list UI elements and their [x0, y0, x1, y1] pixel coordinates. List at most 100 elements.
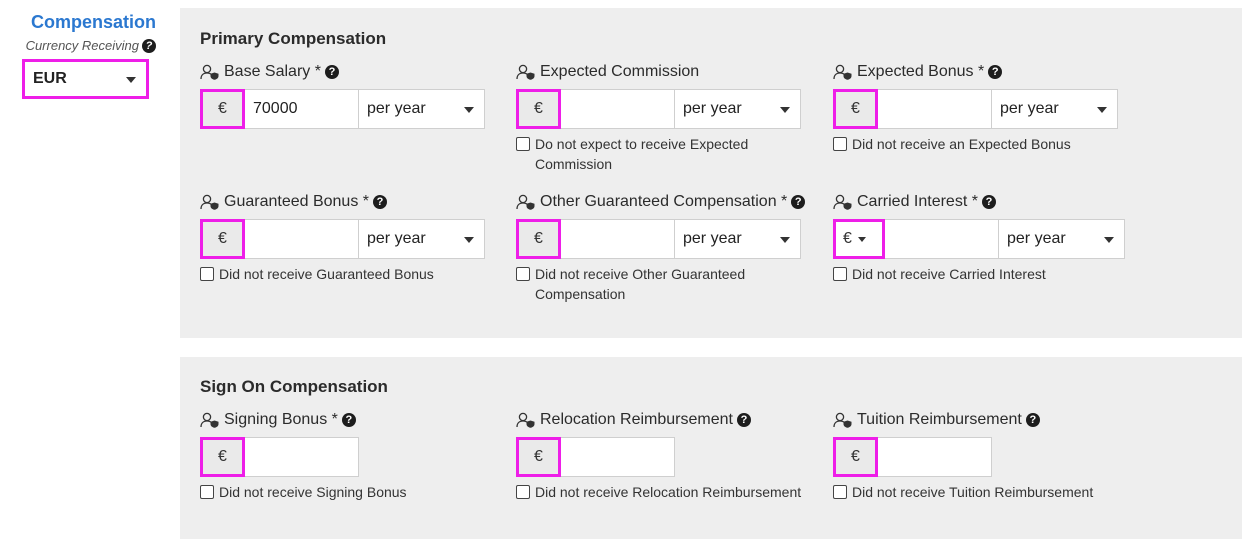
- period-value: per year: [1007, 230, 1066, 247]
- carried-interest-label: Carried Interest * ?: [833, 192, 1143, 212]
- chevron-down-icon: [780, 107, 790, 113]
- expected-bonus-input[interactable]: [878, 89, 992, 129]
- question-circle-icon[interactable]: ?: [981, 195, 996, 209]
- currency-symbol-dropdown[interactable]: €: [833, 219, 885, 259]
- tuition-reimbursement-checkbox[interactable]: [833, 485, 847, 499]
- user-shield-icon: [200, 194, 220, 210]
- guaranteed-bonus-input[interactable]: [245, 219, 359, 259]
- sign-on-compensation-panel: Sign On Compensation Signing Bonus * ? €…: [180, 357, 1242, 539]
- euro-prefix: €: [200, 89, 245, 129]
- guaranteed-bonus-field: Guaranteed Bonus * ? € per year Did not …: [200, 192, 510, 284]
- relocation-reimbursement-label: Relocation Reimbursement ?: [516, 410, 826, 430]
- chevron-down-icon: [126, 77, 136, 83]
- chevron-down-icon: [464, 107, 474, 113]
- carried-interest-checkbox[interactable]: [833, 267, 847, 281]
- carried-interest-label-text: Carried Interest *: [857, 193, 978, 210]
- carried-interest-checkbox-row: Did not receive Carried Interest: [833, 264, 1143, 284]
- carried-interest-period-select[interactable]: per year: [999, 219, 1125, 259]
- signing-bonus-label: Signing Bonus * ?: [200, 410, 510, 430]
- checkbox-label[interactable]: Did not receive Other Guaranteed Compens…: [535, 266, 746, 302]
- relocation-reimbursement-input[interactable]: [561, 437, 675, 477]
- other-guaranteed-compensation-label: Other Guaranteed Compensation * ?: [516, 192, 826, 212]
- chevron-down-icon: [780, 237, 790, 243]
- guaranteed-bonus-checkbox-row: Did not receive Guaranteed Bonus: [200, 264, 510, 284]
- base-salary-field: Base Salary * ? € 70000 per year: [200, 62, 510, 129]
- signing-bonus-label-text: Signing Bonus *: [224, 411, 338, 428]
- other-guaranteed-compensation-label-text: Other Guaranteed Compensation *: [540, 193, 788, 210]
- primary-compensation-title: Primary Compensation: [200, 29, 387, 48]
- period-value: per year: [683, 100, 742, 117]
- user-shield-icon: [833, 64, 853, 80]
- period-value: per year: [367, 230, 426, 247]
- other-guaranteed-compensation-checkbox[interactable]: [516, 267, 530, 281]
- base-salary-label: Base Salary * ?: [200, 62, 510, 82]
- currency-receiving-label: Currency Receiving ?: [26, 38, 156, 53]
- guaranteed-bonus-label: Guaranteed Bonus * ?: [200, 192, 510, 212]
- question-circle-icon[interactable]: ?: [1025, 413, 1040, 427]
- expected-bonus-period-select[interactable]: per year: [992, 89, 1118, 129]
- euro-prefix: €: [200, 219, 245, 259]
- page-title: Compensation: [30, 12, 156, 32]
- base-salary-input[interactable]: 70000: [245, 89, 359, 129]
- checkbox-label[interactable]: Did not receive Relocation Reimbursement: [535, 484, 802, 500]
- user-shield-icon: [516, 412, 536, 428]
- checkbox-label[interactable]: Did not receive an Expected Bonus: [852, 136, 1071, 152]
- expected-commission-period-select[interactable]: per year: [675, 89, 801, 129]
- base-salary-label-text: Base Salary *: [224, 63, 321, 80]
- question-circle-icon[interactable]: ?: [791, 195, 806, 209]
- expected-bonus-field: Expected Bonus * ? € per year Did not re…: [833, 62, 1143, 154]
- signing-bonus-checkbox-row: Did not receive Signing Bonus: [200, 482, 510, 502]
- user-shield-icon: [200, 64, 220, 80]
- question-circle-icon[interactable]: ?: [142, 38, 156, 53]
- carried-interest-field: Carried Interest * ? € per year Did not …: [833, 192, 1143, 284]
- chevron-down-icon: [464, 237, 474, 243]
- euro-prefix: €: [516, 219, 561, 259]
- question-circle-icon[interactable]: ?: [324, 65, 339, 79]
- question-circle-icon[interactable]: ?: [988, 65, 1003, 79]
- relocation-reimbursement-field: Relocation Reimbursement ? € Did not rec…: [516, 410, 826, 502]
- checkbox-label[interactable]: Did not receive Tuition Reimbursement: [852, 484, 1094, 500]
- relocation-reimbursement-label-text: Relocation Reimbursement: [540, 411, 733, 428]
- period-value: per year: [1000, 100, 1059, 117]
- signing-bonus-checkbox[interactable]: [200, 485, 214, 499]
- expected-commission-label-text: Expected Commission: [540, 63, 700, 80]
- period-value: per year: [367, 100, 426, 117]
- question-circle-icon[interactable]: ?: [341, 413, 356, 427]
- guaranteed-bonus-label-text: Guaranteed Bonus *: [224, 193, 369, 210]
- checkbox-label[interactable]: Did not receive Guaranteed Bonus: [219, 266, 434, 282]
- expected-commission-checkbox[interactable]: [516, 137, 530, 151]
- base-salary-period-select[interactable]: per year: [359, 89, 485, 129]
- question-circle-icon[interactable]: ?: [736, 413, 751, 427]
- relocation-reimbursement-checkbox[interactable]: [516, 485, 530, 499]
- signing-bonus-input[interactable]: [245, 437, 359, 477]
- expected-commission-label: Expected Commission: [516, 62, 826, 82]
- carried-interest-input[interactable]: [885, 219, 999, 259]
- guaranteed-bonus-checkbox[interactable]: [200, 267, 214, 281]
- other-guaranteed-compensation-period-select[interactable]: per year: [675, 219, 801, 259]
- user-shield-icon: [516, 64, 536, 80]
- other-guaranteed-compensation-input[interactable]: [561, 219, 675, 259]
- currency-select-value: EUR: [33, 70, 67, 87]
- expected-commission-input[interactable]: [561, 89, 675, 129]
- currency-select[interactable]: EUR: [22, 59, 149, 99]
- euro-prefix: €: [516, 89, 561, 129]
- question-circle-icon[interactable]: ?: [373, 195, 387, 209]
- sign-on-compensation-title: Sign On Compensation: [200, 377, 388, 396]
- euro-symbol: €: [843, 230, 852, 247]
- checkbox-label[interactable]: Did not receive Carried Interest: [852, 266, 1046, 282]
- relocation-reimbursement-checkbox-row: Did not receive Relocation Reimbursement: [516, 482, 826, 502]
- tuition-reimbursement-label-text: Tuition Reimbursement: [857, 411, 1022, 428]
- currency-label-text: Currency Receiving: [25, 38, 139, 53]
- period-value: per year: [683, 230, 742, 247]
- checkbox-label[interactable]: Did not receive Signing Bonus: [219, 484, 407, 500]
- chevron-down-icon: [1097, 107, 1107, 113]
- expected-bonus-label: Expected Bonus * ?: [833, 62, 1143, 82]
- other-guaranteed-compensation-checkbox-row: Did not receive Other Guaranteed Compens…: [516, 264, 826, 304]
- guaranteed-bonus-period-select[interactable]: per year: [359, 219, 485, 259]
- tuition-reimbursement-input[interactable]: [878, 437, 992, 477]
- checkbox-label[interactable]: Do not expect to receive Expected Commis…: [535, 136, 749, 172]
- user-shield-icon: [833, 412, 853, 428]
- chevron-down-icon: [857, 236, 866, 242]
- expected-bonus-checkbox[interactable]: [833, 137, 847, 151]
- user-shield-icon: [516, 194, 536, 210]
